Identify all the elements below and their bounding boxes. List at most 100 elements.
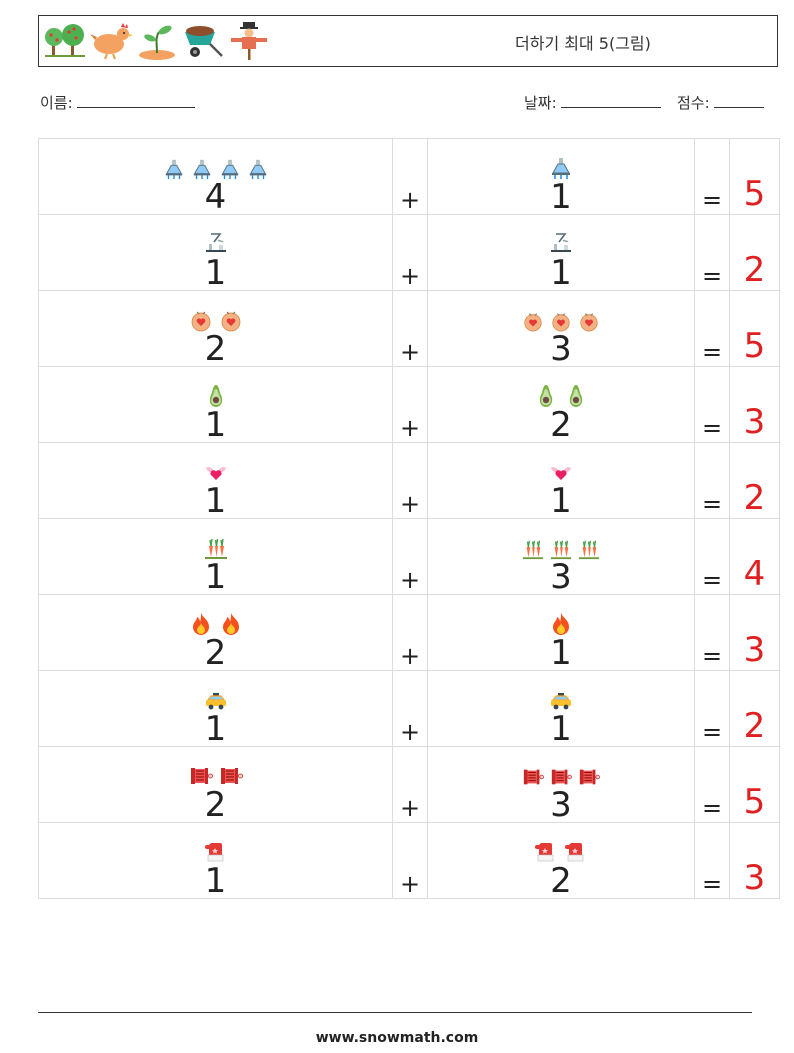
- operand-b-cell: 1: [427, 670, 695, 749]
- problem-row: 1 + 1 = 2: [38, 214, 780, 293]
- operand-b-number: 3: [550, 329, 572, 369]
- plus-sign: +: [392, 822, 428, 899]
- carrot-patch-icon: [550, 538, 572, 560]
- operand-b-pictures: [428, 676, 694, 712]
- operand-a-pictures: [39, 676, 392, 712]
- operand-b-number: 1: [550, 633, 572, 673]
- flask-icon: [163, 158, 185, 180]
- flask-icon: [219, 158, 241, 180]
- plus-sign: +: [392, 290, 428, 367]
- operand-a-cell: 1: [38, 822, 393, 901]
- operand-b-number: 1: [550, 177, 572, 217]
- operand-b-number: 1: [550, 481, 572, 521]
- operand-a-number: 1: [204, 253, 227, 293]
- taxi-icon: [204, 688, 228, 712]
- operand-b-number: 1: [550, 709, 572, 749]
- operand-b-cell: 1: [427, 138, 695, 217]
- answer: 5: [729, 290, 780, 367]
- carrot-patch-icon: [578, 538, 600, 560]
- operand-b-pictures: [428, 296, 694, 332]
- mitten-icon: [204, 840, 228, 864]
- heart-cookie-icon: [219, 308, 243, 332]
- winged-heart-icon: [204, 460, 228, 484]
- problem-row: 1 + 1 = 2: [38, 442, 780, 521]
- operand-b-cell: 3: [427, 518, 695, 597]
- score-blank: [714, 93, 765, 108]
- plus-sign: +: [392, 518, 428, 595]
- avocado-icon: [534, 384, 558, 408]
- operand-b-pictures: [428, 600, 694, 636]
- operand-a-pictures: [39, 372, 392, 408]
- operand-a-cell: 4: [38, 138, 393, 215]
- operand-a-cell: 2: [38, 594, 393, 673]
- operand-b-pictures: [428, 372, 694, 408]
- carrot-patch-icon: [522, 538, 544, 560]
- equals-sign: =: [694, 746, 730, 823]
- equals-sign: =: [694, 290, 730, 367]
- equals-sign: =: [694, 366, 730, 443]
- equals-sign: =: [694, 214, 730, 291]
- footer-url: www.snowmath.com: [315, 1030, 479, 1046]
- operand-a-cell: 1: [38, 670, 393, 749]
- operand-a-number: 1: [204, 481, 227, 521]
- problem-row: 1 + 1 = 2: [38, 670, 780, 749]
- problem-row: 1 + 2 = 3: [38, 822, 780, 901]
- plus-sign: +: [392, 138, 428, 215]
- operand-b-cell: 2: [427, 822, 695, 899]
- date-field: 날짜:: [524, 92, 662, 113]
- taxi-icon: [549, 688, 573, 712]
- operand-b-cell: 3: [427, 746, 695, 825]
- wheelbarrow-icon: [181, 20, 225, 64]
- tree-icon: [43, 20, 87, 64]
- cooking-steam-icon: [204, 232, 228, 256]
- problem-row: 4 + 1 = 5: [38, 138, 780, 217]
- operand-a-pictures: [39, 752, 392, 788]
- operand-b-cell: 1: [427, 442, 695, 521]
- operand-a-number: 2: [204, 329, 227, 369]
- operand-a-number: 1: [204, 709, 227, 749]
- avocado-icon: [564, 384, 588, 408]
- operand-a-pictures: [39, 448, 392, 484]
- heart-cookie-icon: [522, 310, 544, 332]
- avocado-icon: [204, 384, 228, 408]
- name-label: 이름:: [40, 94, 73, 112]
- equals-sign: =: [694, 138, 730, 215]
- fire-icon: [189, 612, 213, 636]
- operand-a-pictures: [39, 600, 392, 636]
- plus-sign: +: [392, 214, 428, 291]
- fire-icon: [549, 612, 573, 636]
- plus-sign: +: [392, 366, 428, 443]
- equals-sign: =: [694, 594, 730, 671]
- operand-a-number: 2: [204, 633, 227, 673]
- date-label: 날짜:: [524, 94, 557, 112]
- answer: 2: [729, 442, 780, 519]
- operand-a-number: 1: [204, 861, 227, 901]
- problem-row: 2 + 3 = 5: [38, 746, 780, 825]
- heart-cookie-icon: [578, 310, 600, 332]
- equals-sign: =: [694, 518, 730, 595]
- heart-cookie-icon: [189, 308, 213, 332]
- operand-b-number: 3: [550, 785, 572, 825]
- answer: 5: [729, 138, 780, 215]
- operand-a-pictures: [39, 144, 392, 180]
- mitten-icon: [564, 840, 588, 864]
- answer: 2: [729, 670, 780, 747]
- fire-hose-reel-icon: [189, 764, 213, 788]
- answer: 4: [729, 518, 780, 595]
- fire-hose-reel-icon: [522, 766, 544, 788]
- problem-row: 2 + 1 = 3: [38, 594, 780, 673]
- operand-a-cell: 1: [38, 214, 393, 293]
- equals-sign: =: [694, 822, 730, 899]
- name-blank: [77, 93, 196, 108]
- operand-a-number: 2: [204, 785, 227, 825]
- worksheet-title: 더하기 최대 5(그림): [515, 34, 651, 53]
- operand-a-pictures: [39, 524, 392, 560]
- answer: 5: [729, 746, 780, 823]
- operand-b-number: 3: [550, 557, 572, 597]
- operand-a-cell: 1: [38, 366, 393, 443]
- plus-sign: +: [392, 442, 428, 519]
- operand-b-pictures: [428, 220, 694, 256]
- fire-icon: [219, 612, 243, 636]
- header-icons: [43, 20, 271, 64]
- operand-a-cell: 2: [38, 746, 393, 825]
